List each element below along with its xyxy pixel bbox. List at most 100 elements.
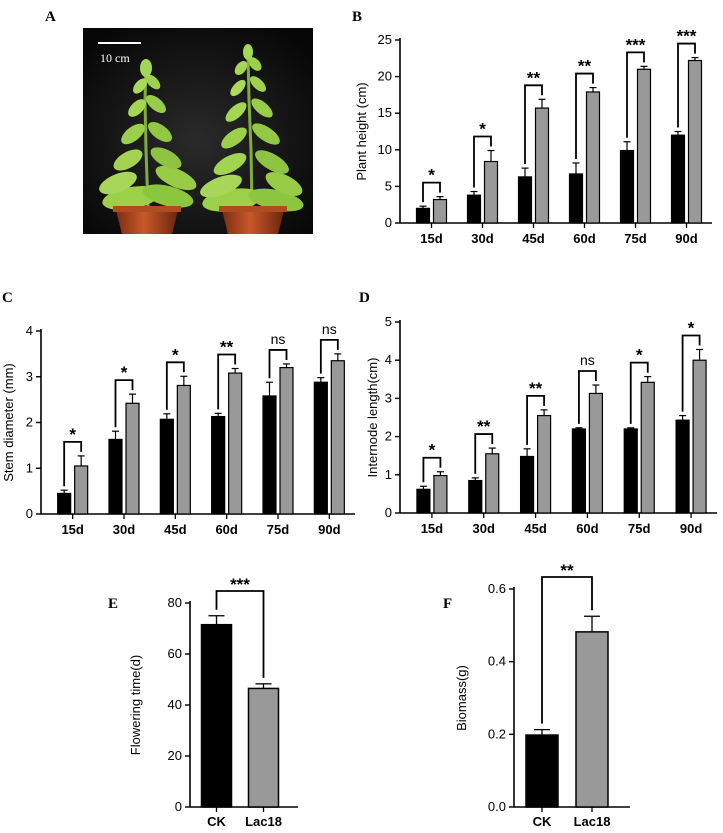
panel-c-sig-bracket-3 (217, 353, 237, 410)
panel-c-x-tick-label-4: 75d (267, 522, 289, 537)
panel-d-y-tick-label-3: 3 (385, 390, 392, 405)
panel-c-y-tick-label-4: 4 (26, 323, 33, 338)
panel-d-sig-bracket-0 (422, 456, 442, 483)
panel-b-sig-label-5: *** (677, 27, 697, 46)
panel-b-bar-ck-1 (466, 194, 482, 224)
panel-c-sig-label-1: * (121, 363, 128, 382)
panel-c-x-tick-label-3: 60d (215, 522, 237, 537)
panel-d-x-tick-label-5: 90d (680, 521, 702, 536)
panel-d-y-axis-label: Internode length(cm) (365, 358, 380, 478)
panel-d-bar-ck-4 (623, 428, 638, 514)
panel-f-y-tick-label-3: 0.6 (488, 581, 506, 596)
panel-d-bar-lac18-0 (433, 474, 448, 514)
panel-d-sig-bracket-1 (474, 433, 494, 474)
panel-c-y-tick-label-1: 1 (26, 460, 33, 475)
panel-c-sig-label-0: * (69, 425, 76, 444)
panel-d-x-tick-label-1: 30d (473, 521, 495, 536)
plant-photo: 10 cm (83, 28, 313, 234)
panel-b-sig-bracket-4 (626, 51, 645, 138)
panel-c-sig-label-5: ns (322, 321, 337, 337)
panel-c-bar-ck-2 (159, 418, 174, 515)
panel-c-bar-ck-5 (313, 381, 328, 515)
panel-b-bar-lac18-5 (687, 59, 703, 224)
panel-d-x-tick-label-4: 75d (628, 521, 650, 536)
panel-b-x-tick-label-5: 90d (675, 231, 697, 246)
panel-d-sig-label-5: * (688, 319, 695, 338)
panel-b-x-tick-label-2: 45d (522, 231, 544, 246)
plant-left (99, 59, 197, 210)
panel-b-sig-label-3: ** (578, 57, 592, 76)
panel-d-bar-lac18-5 (692, 359, 707, 514)
panel-d-bar-lac18-3 (588, 392, 604, 514)
panel-b-sig-bracket-0 (422, 181, 441, 203)
panel-c-bar-lac18-0 (74, 465, 89, 515)
pot-right-rim (219, 206, 287, 212)
panel-b-bar-ck-5 (670, 134, 686, 224)
panel-b-bar-lac18-2 (534, 107, 550, 224)
panel-d-bar-ck-3 (571, 428, 587, 514)
panel-d-y-tick-label-1: 1 (385, 467, 392, 482)
panel-d-x-tick-label-3: 60d (576, 521, 598, 536)
panel-c-y-tick-label-2: 2 (26, 415, 33, 430)
panel-b-x-tick-label-4: 75d (624, 231, 646, 246)
panel-b-bar-lac18-4 (636, 68, 652, 224)
panel-c-bar-lac18-3 (228, 372, 243, 515)
panel-d-bar-ck-1 (468, 479, 483, 514)
panel-d-sig-bracket-4 (629, 361, 649, 424)
panel-c-sig-bracket-0 (63, 440, 83, 487)
panel-c-y-axis-label: Stem diameter (mm) (1, 363, 16, 481)
panel-b-bar-ck-0 (415, 207, 431, 224)
panel-c-x-tick-label-1: 30d (113, 522, 135, 537)
panel-b-y-axis-label: Plant height (cm) (354, 82, 369, 180)
panel-c-x-tick-label-5: 90d (318, 522, 340, 537)
panel-c-x-tick-label-0: 15d (61, 522, 83, 537)
panel-e-y-tick-label-2: 40 (168, 697, 182, 712)
panel-f-y-tick-label-0: 0.0 (488, 799, 506, 814)
panel-c-sig-label-2: * (172, 345, 179, 364)
panel-d-sig-bracket-5 (681, 334, 701, 412)
panel-d-sig-bracket-2 (526, 394, 545, 445)
panel-d-sig-label-4: * (636, 346, 643, 365)
panel-c-bar-ck-0 (57, 492, 72, 515)
panel-c-sig-bracket-2 (165, 361, 185, 410)
panel-d-sig-bracket-3 (578, 370, 597, 424)
panel-d-bar-lac18-1 (485, 453, 500, 514)
panel-c-sig-bracket-5 (319, 338, 339, 374)
panel-c-bar-lac18-1 (125, 402, 140, 515)
panel-c-y-tick-label-3: 3 (26, 369, 33, 384)
panel-d-sig-label-3: ns (580, 352, 595, 368)
panel-label-a: A (45, 9, 56, 25)
panel-f-y-tick-label-1: 0.2 (488, 726, 506, 741)
panel-c-x-tick-label-2: 45d (164, 522, 186, 537)
panel-b-y-tick-label-4: 20 (378, 69, 392, 84)
scale-bar-label: 10 cm (100, 51, 130, 65)
panel-label-d: D (359, 290, 370, 306)
panel-f-x-tick-label-0: CK (533, 814, 552, 829)
panel-e-bar-lac18 (247, 687, 280, 808)
panel-e-y-tick-label-0: 0 (175, 799, 182, 814)
panel-f-sig-label: ** (560, 561, 574, 580)
panel-b-y-tick-label-5: 25 (378, 32, 392, 47)
panel-label-c: C (2, 290, 13, 306)
panel-b-bar-lac18-0 (432, 198, 448, 224)
panel-b-y-tick-label-0: 0 (385, 215, 392, 230)
panel-f-chart: 0.0 0.2 0.4 0.6 Biomass(g) CK Lac18 ** (454, 561, 630, 829)
panel-e-sig-bracket (215, 590, 265, 678)
panel-f-sig-bracket (541, 576, 593, 724)
panel-b-chart: 0 5 10 15 20 25 Plant height (cm) * 15d * 30d ** 45d… (354, 27, 712, 246)
panel-e-y-axis-label: Flowering time(d) (128, 655, 143, 755)
panel-b-x-tick-label-1: 30d (471, 231, 493, 246)
panel-b-sig-bracket-3 (575, 72, 594, 159)
panel-c-bar-ck-1 (108, 438, 123, 515)
panel-d-sig-label-1: ** (477, 417, 491, 436)
panel-c-bar-lac18-4 (279, 367, 294, 515)
panel-c-bar-ck-4 (262, 395, 277, 515)
panel-d-bar-ck-2 (519, 455, 535, 514)
panel-e-sig-label: *** (230, 575, 250, 594)
plant-right (200, 44, 304, 212)
panel-d-x-tick-label-0: 15d (421, 521, 443, 536)
panel-label-e: E (108, 596, 118, 612)
panel-c-bar-lac18-5 (330, 360, 345, 515)
